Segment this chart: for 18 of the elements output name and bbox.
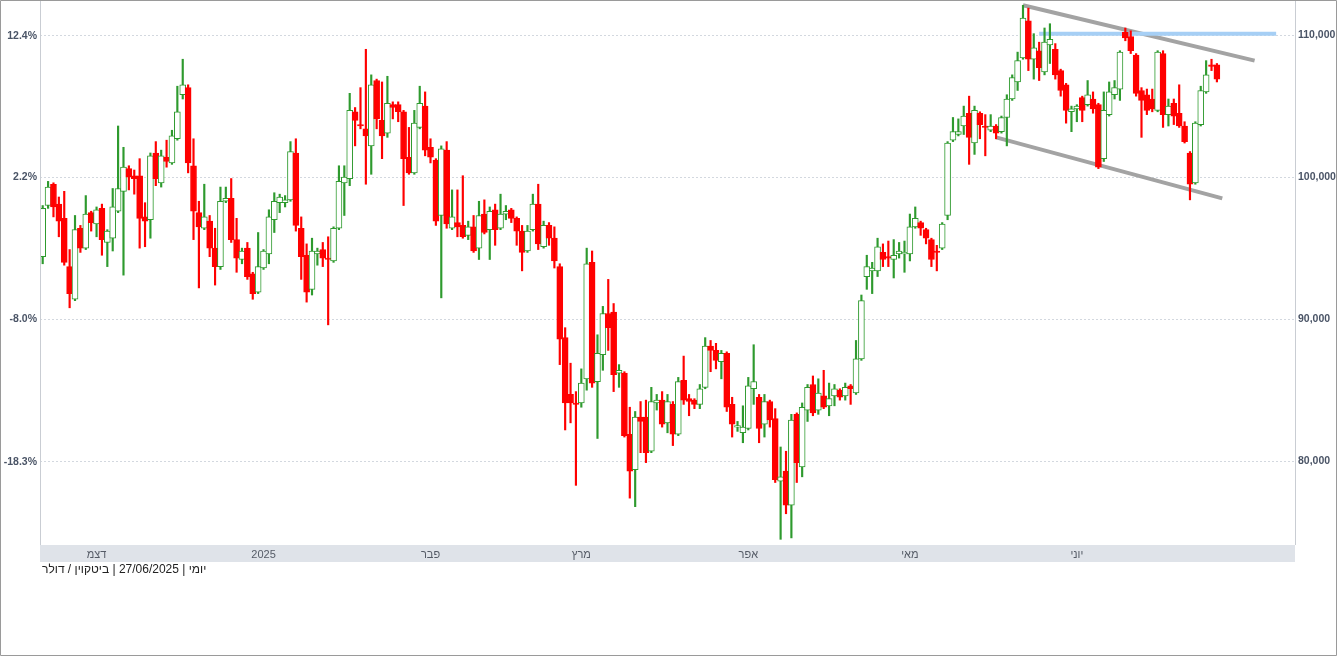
y2-tick-label: 2.2% <box>13 170 38 183</box>
y-tick-label: 110,000 <box>1298 27 1336 40</box>
x-tick-label: דצמ <box>86 547 107 560</box>
y2-tick-label: 12.4% <box>7 28 38 41</box>
y2-tick-label: -8.0% <box>9 311 38 324</box>
candlestick <box>163 139 170 168</box>
x-tick-label: פבר <box>420 547 441 560</box>
x-tick-label: מאי <box>901 547 919 560</box>
candlestick <box>324 236 332 326</box>
y-tick-label: 80,000 <box>1298 454 1331 467</box>
y-tick-label: 100,000 <box>1298 170 1337 183</box>
x-tick-label: 2025 <box>251 547 276 560</box>
x-tick-label: מרץ <box>571 547 591 560</box>
x-tick-label: אפר <box>738 547 759 560</box>
x-tick-label: יוני <box>1070 547 1084 560</box>
y-tick-label: 90,000 <box>1298 312 1331 325</box>
y2-tick-label: -18.3% <box>3 454 38 467</box>
text: יומי | 27/06/2025 | ביטקוין / דולר <box>42 562 207 577</box>
